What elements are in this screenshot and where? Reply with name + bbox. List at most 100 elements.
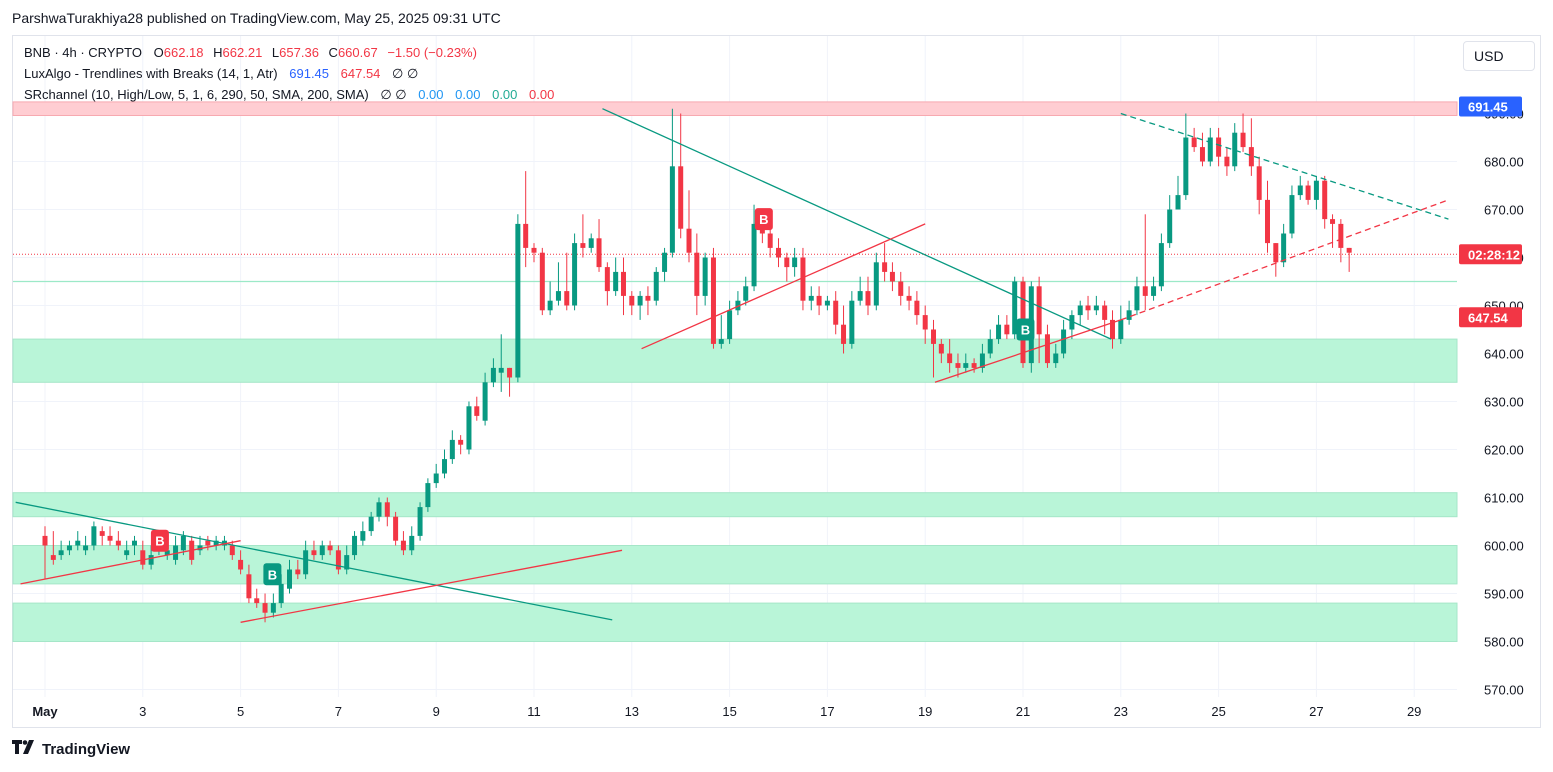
candle-body-down[interactable]	[767, 233, 773, 248]
candle-body-up[interactable]	[287, 569, 292, 589]
break-marker[interactable]	[1016, 318, 1035, 341]
candle-body-down[interactable]	[384, 502, 390, 517]
candle-body-up[interactable]	[849, 300, 855, 344]
price-badge[interactable]	[1459, 244, 1522, 265]
candle-body-up[interactable]	[857, 291, 863, 301]
candle-body-up[interactable]	[1126, 310, 1132, 320]
candle-body-down[interactable]	[841, 324, 847, 344]
candle-body-down[interactable]	[458, 439, 464, 445]
candle-body-down[interactable]	[678, 166, 684, 229]
candle-body-up[interactable]	[1077, 305, 1083, 316]
candle-body-down[interactable]	[1085, 305, 1091, 311]
candle-body-down[interactable]	[1256, 166, 1262, 200]
candle-body-down[interactable]	[914, 300, 920, 316]
candle-body-down[interactable]	[1102, 305, 1108, 320]
trendline[interactable]	[602, 108, 1112, 340]
candle-body-up[interactable]	[1069, 315, 1075, 330]
candle-body-up[interactable]	[83, 545, 89, 551]
candle-body-up[interactable]	[792, 257, 798, 268]
candle-body-up[interactable]	[376, 502, 382, 517]
candle-body-up[interactable]	[58, 550, 64, 556]
candle-body-down[interactable]	[400, 540, 406, 551]
candle-body-up[interactable]	[718, 339, 724, 344]
candle-body-down[interactable]	[1273, 243, 1279, 263]
candle-body-up[interactable]	[824, 300, 830, 306]
candle-body-up[interactable]	[1093, 305, 1099, 311]
candle-body-up[interactable]	[727, 310, 733, 340]
candle-body-up[interactable]	[352, 535, 358, 556]
candle-body-up[interactable]	[662, 252, 668, 272]
candle-body-down[interactable]	[686, 228, 692, 253]
candle-body-down[interactable]	[922, 315, 928, 330]
candle-body-up[interactable]	[572, 243, 578, 306]
candle-body-down[interactable]	[1240, 132, 1246, 148]
candle-body-up[interactable]	[987, 339, 993, 354]
candle-body-down[interactable]	[1216, 137, 1222, 157]
candle-body-down[interactable]	[955, 363, 961, 368]
candle-body-down[interactable]	[784, 257, 790, 268]
candle-body-down[interactable]	[710, 257, 716, 344]
candle-body-up[interactable]	[360, 531, 366, 541]
candle-body-down[interactable]	[1346, 247, 1352, 253]
candle-body-up[interactable]	[1167, 209, 1173, 244]
candle-body-down[interactable]	[947, 353, 953, 364]
candle-body-down[interactable]	[694, 252, 700, 296]
candle-body-up[interactable]	[124, 550, 130, 556]
candle-body-up[interactable]	[1313, 180, 1319, 200]
candle-body-up[interactable]	[417, 507, 423, 536]
candle-body-down[interactable]	[393, 516, 399, 541]
candle-body-down[interactable]	[604, 267, 610, 292]
trendline[interactable]	[20, 540, 241, 585]
candle-body-up[interactable]	[164, 550, 170, 556]
candle-body-up[interactable]	[963, 363, 969, 368]
candle-body-up[interactable]	[319, 545, 325, 556]
candle-body-down[interactable]	[262, 603, 268, 613]
candle-body-down[interactable]	[906, 295, 912, 301]
candle-body-down[interactable]	[1036, 286, 1042, 335]
candle-body-up[interactable]	[873, 262, 879, 306]
candle-body-up[interactable]	[131, 540, 137, 546]
candle-body-down[interactable]	[1338, 223, 1344, 248]
candle-body-up[interactable]	[180, 535, 186, 551]
candle-body-down[interactable]	[254, 598, 260, 604]
candle-body-up[interactable]	[515, 223, 521, 378]
candle-body-down[interactable]	[580, 243, 586, 248]
candle-body-down[interactable]	[246, 574, 252, 599]
trendline[interactable]	[240, 549, 623, 623]
candle-body-up[interactable]	[433, 473, 439, 484]
candle-body-up[interactable]	[1012, 281, 1018, 335]
candle-body-up[interactable]	[1232, 132, 1238, 167]
candle-body-up[interactable]	[1158, 243, 1164, 287]
candle-body-down[interactable]	[620, 271, 626, 296]
candle-body-up[interactable]	[702, 257, 708, 296]
candle-body-down[interactable]	[50, 555, 56, 560]
candle-body-down[interactable]	[539, 252, 545, 311]
candle-body-up[interactable]	[979, 353, 985, 368]
candle-body-up[interactable]	[669, 166, 675, 253]
candle-body-down[interactable]	[335, 550, 341, 570]
candle-body-up[interactable]	[1297, 185, 1303, 196]
candle-body-down[interactable]	[898, 281, 904, 296]
candle-body-down[interactable]	[42, 535, 48, 546]
candle-body-down[interactable]	[238, 559, 244, 570]
candle-body-up[interactable]	[1175, 195, 1181, 210]
candle-body-down[interactable]	[564, 291, 570, 306]
candle-body-down[interactable]	[140, 550, 146, 565]
candle-body-down[interactable]	[931, 329, 937, 344]
candle-body-up[interactable]	[466, 406, 472, 450]
break-marker[interactable]	[150, 529, 169, 552]
candle-body-down[interactable]	[882, 262, 888, 272]
candle-body-up[interactable]	[547, 300, 553, 311]
tradingview-footer[interactable]: TradingView	[12, 736, 130, 759]
candle-body-down[interactable]	[115, 540, 121, 546]
candle-body-down[interactable]	[507, 367, 513, 378]
candle-body-down[interactable]	[1265, 199, 1270, 244]
candle-body-up[interactable]	[197, 545, 203, 551]
candle-body-down[interactable]	[1044, 334, 1050, 364]
candle-body-up[interactable]	[91, 526, 97, 546]
candle-body-up[interactable]	[173, 545, 179, 560]
candle-body-up[interactable]	[637, 295, 643, 306]
candle-body-up[interactable]	[1134, 286, 1140, 311]
indicator1-name[interactable]: LuxAlgo - Trendlines with Breaks (14, 1,…	[24, 66, 278, 81]
